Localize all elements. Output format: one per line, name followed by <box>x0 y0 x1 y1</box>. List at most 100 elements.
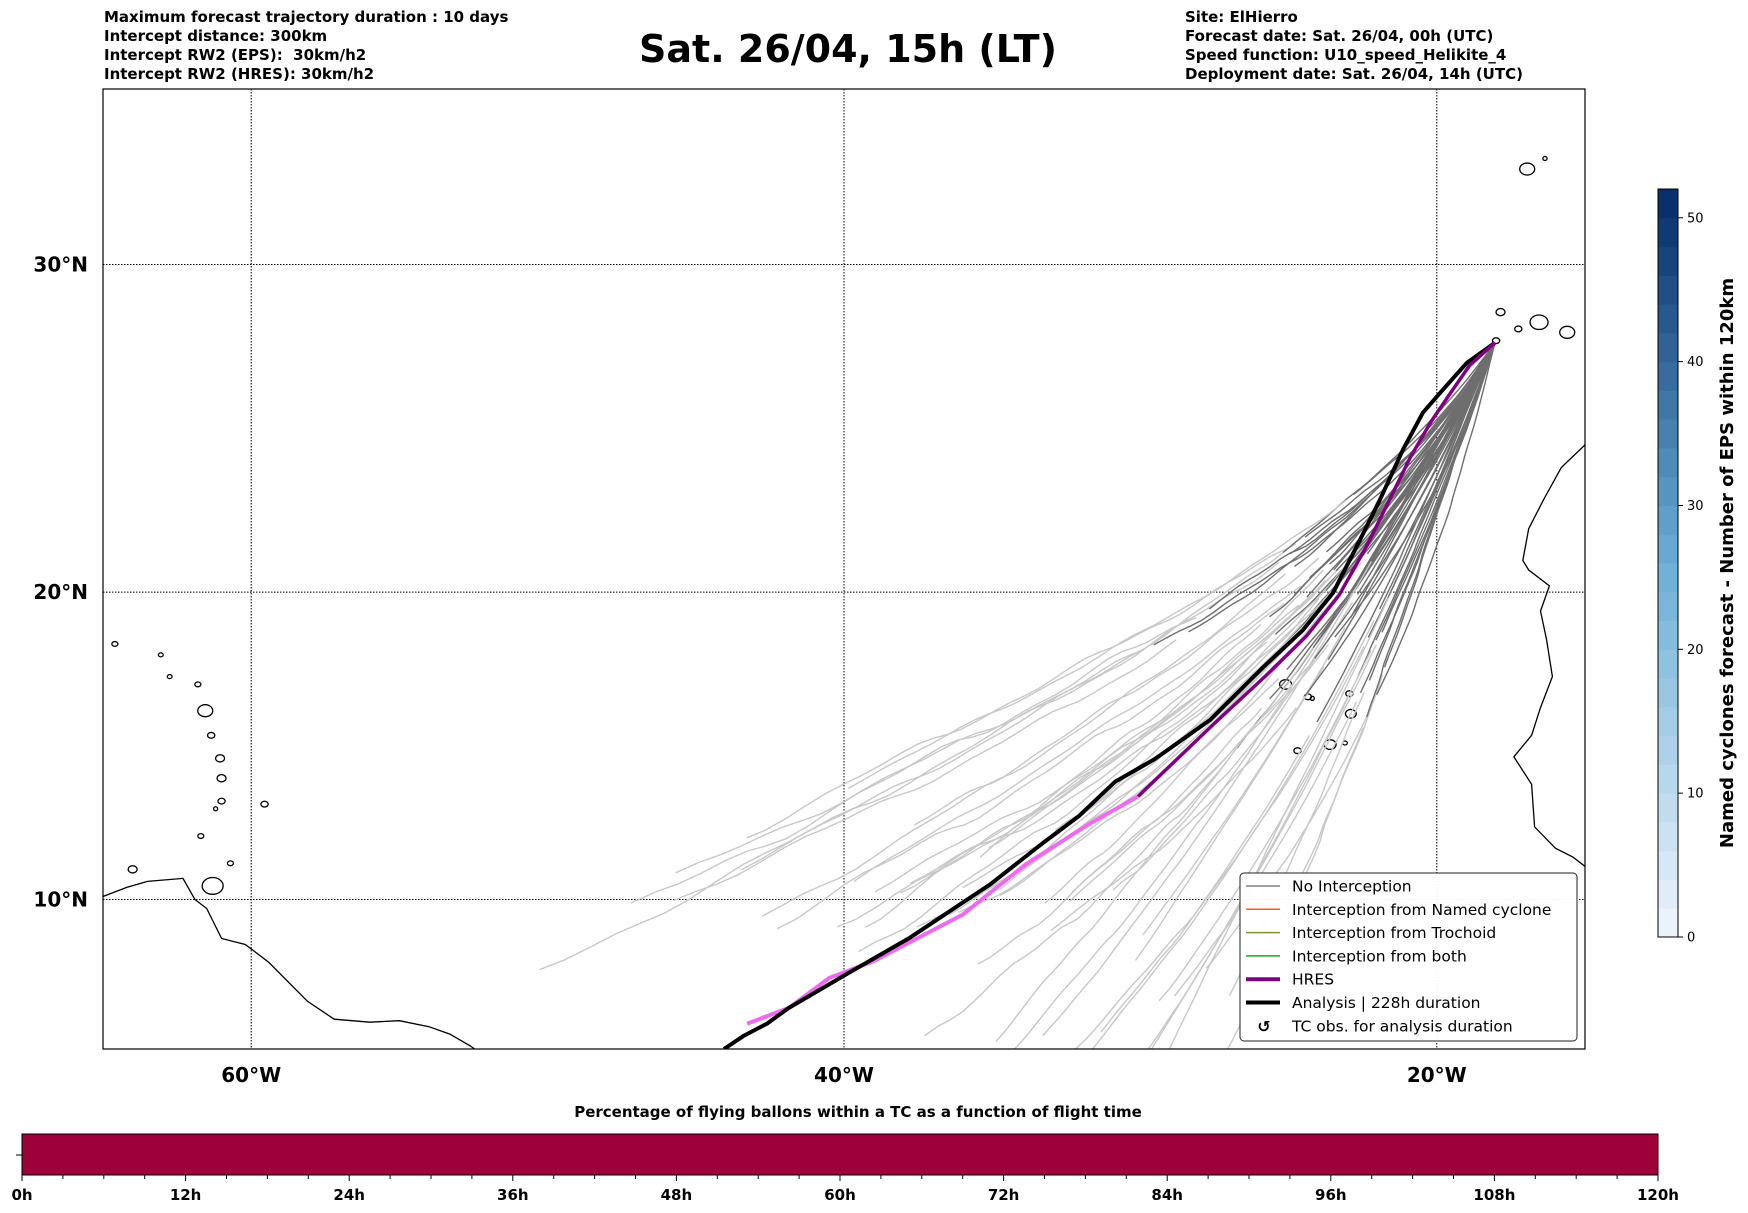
colorbar-bin <box>1658 764 1678 794</box>
colorbar-tick-label: 30 <box>1687 499 1704 514</box>
timebar-tick-label: 72h <box>988 1186 1020 1204</box>
ensemble-track-late <box>1100 735 1310 1033</box>
ensemble-track-early <box>1333 342 1496 571</box>
island-outline <box>1529 314 1549 331</box>
legend-item: No Interception <box>1246 878 1412 896</box>
island-outline <box>260 800 269 808</box>
island-outline <box>201 876 224 895</box>
legend-label: Analysis | 228h duration <box>1292 994 1481 1012</box>
timebar-tick-label: 48h <box>661 1186 693 1204</box>
island-outline <box>197 832 205 840</box>
island-outline <box>194 681 202 688</box>
lat-tick-label: 20°N <box>33 580 88 604</box>
island-outline <box>226 860 235 867</box>
legend-label: HRES <box>1292 971 1334 989</box>
map-axis-labels: 60°W 40°W 20°W 10°N 20°N 30°N <box>33 253 1466 1087</box>
ensemble-trajectories <box>539 342 1496 1049</box>
ensemble-track-late <box>1074 646 1365 1049</box>
header-intercept-distance: Intercept distance: 300km <box>104 27 327 45</box>
ensemble-track-late <box>1168 597 1389 1049</box>
legend-label: Interception from Named cyclone <box>1292 901 1551 919</box>
island-outline <box>197 704 214 718</box>
timebar-fill <box>22 1134 1658 1175</box>
timebar-tick-label: 84h <box>1151 1186 1183 1204</box>
timebar-tick-label: 0h <box>11 1186 32 1204</box>
colorbar-tick-label: 0 <box>1687 931 1695 946</box>
colorbar-tick-label: 20 <box>1687 643 1704 658</box>
colorbar-bin <box>1658 246 1678 276</box>
hres-track <box>1136 341 1497 798</box>
colorbar-bin <box>1658 217 1678 248</box>
ensemble-track-late <box>909 604 1300 885</box>
ensemble-track-late <box>776 603 1285 930</box>
colorbar-tick-label: 50 <box>1687 211 1704 226</box>
colorbar-bin <box>1658 850 1678 880</box>
colorbar-bin <box>1658 419 1678 449</box>
header-right: Site: ElHierro Forecast date: Sat. 26/04… <box>1185 8 1523 83</box>
island-outline <box>216 773 227 783</box>
island-outline <box>206 731 216 739</box>
legend-item: Analysis | 228h duration <box>1246 994 1481 1012</box>
ensemble-track-late <box>630 616 1197 904</box>
header-intercept-eps: Intercept RW2 (EPS): 30km/h2 <box>104 46 366 64</box>
colorbar-bin <box>1658 649 1678 679</box>
colorbar-frame <box>1657 188 1679 938</box>
timebar-tick-label: 120h <box>1637 1186 1679 1204</box>
lon-tick-label: 60°W <box>221 1063 281 1087</box>
coastline <box>1513 444 1585 867</box>
map-panel: 60°W 40°W 20°W 10°N 20°N 30°N <box>33 88 1586 1087</box>
colorbar-bin <box>1658 620 1678 650</box>
ensemble-track-late <box>1071 666 1309 893</box>
ensemble-track-late <box>924 763 1227 1037</box>
ensemble-track-late <box>1069 644 1330 902</box>
ensemble-track-late <box>740 551 1284 871</box>
island-outline <box>1491 337 1501 345</box>
ensemble-track-early <box>1188 342 1496 633</box>
ensemble-track-late <box>1044 561 1362 904</box>
island-outline <box>1542 155 1548 162</box>
island-outline <box>1495 307 1506 317</box>
ensemble-track-late <box>958 677 1280 914</box>
legend-item: HRES <box>1246 971 1334 989</box>
legend: No Interception Interception from Named c… <box>1239 872 1578 1042</box>
ensemble-track-late <box>837 591 1332 928</box>
legend-label: Interception from both <box>1292 947 1467 965</box>
island-outline <box>157 652 164 658</box>
ensemble-track-early <box>1375 342 1496 641</box>
main-tracks <box>722 341 1497 1049</box>
ensemble-track-early <box>1376 342 1496 696</box>
header-max-duration: Maximum forecast trajectory duration : 1… <box>104 8 508 26</box>
colorbar: 0 10 20 30 40 50 Named cyclones forecast - Nu… <box>1657 188 1738 946</box>
ensemble-track-early <box>1316 342 1496 723</box>
coastline <box>103 877 476 1049</box>
lat-tick-label: 10°N <box>33 887 88 911</box>
map-gridlines <box>103 89 1585 1049</box>
colorbar-bin <box>1658 908 1678 938</box>
colorbar-bin <box>1658 563 1678 593</box>
header-deployment-date: Deployment date: Sat. 26/04, 14h (UTC) <box>1185 65 1523 83</box>
colorbar-bin <box>1658 534 1678 564</box>
legend-box <box>1239 872 1578 1042</box>
colorbar-ticks: 0 10 20 30 40 50 <box>1678 211 1704 946</box>
legend-item: Interception from Trochoid <box>1246 924 1496 942</box>
colorbar-bin <box>1658 476 1678 506</box>
header-intercept-hres: Intercept RW2 (HRES): 30km/h2 <box>104 65 374 83</box>
legend-item: Interception from Named cyclone <box>1246 901 1551 919</box>
timebar-tick-label: 36h <box>497 1186 529 1204</box>
lon-tick-label: 20°W <box>1407 1063 1467 1087</box>
timebar-tick-label: 24h <box>333 1186 365 1204</box>
colorbar-tick-label: 10 <box>1687 787 1704 802</box>
island-outline <box>127 865 138 874</box>
colorbar-bin <box>1658 678 1678 708</box>
colorbar-bin <box>1658 275 1678 305</box>
colorbar-bin <box>1658 879 1678 909</box>
ensemble-track-late <box>746 543 1296 839</box>
island-outline <box>1309 695 1315 701</box>
header-speed-function: Speed function: U10_speed_Helikite_4 <box>1185 46 1506 64</box>
ensemble-track-early <box>1391 342 1496 590</box>
island-outline <box>111 640 119 648</box>
lat-tick-label: 30°N <box>33 253 88 277</box>
colorbar-bin <box>1658 821 1678 852</box>
ensemble-track-late <box>853 585 1301 883</box>
